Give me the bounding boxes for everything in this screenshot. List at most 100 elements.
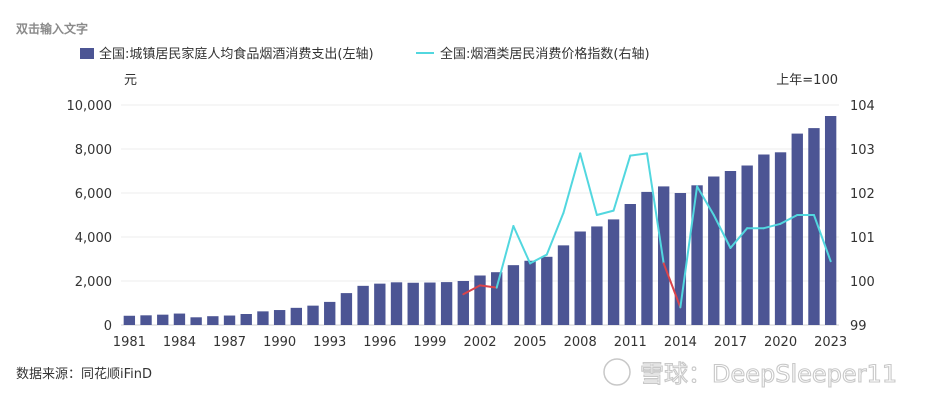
line-segment-2006 (545, 211, 565, 256)
header-text: 双击输入文字 (16, 21, 88, 36)
bar-2018 (741, 165, 753, 325)
bar-2014 (674, 193, 687, 325)
x-tick-label: 2020 (764, 335, 797, 350)
bar-1989 (257, 311, 269, 325)
bar-1982 (140, 315, 152, 325)
line-segment-2019 (762, 222, 782, 230)
bar-2021 (791, 133, 803, 325)
line-segment-2011 (629, 152, 648, 157)
bar-1981 (123, 315, 136, 325)
bar-2008 (574, 231, 586, 325)
bar-1990 (273, 310, 286, 325)
x-tick-label: 1984 (163, 335, 196, 350)
bar-2002 (474, 275, 486, 325)
right-tick-label: 100 (850, 275, 875, 290)
x-tick-label: 2014 (664, 335, 697, 350)
line-segment-2003 (495, 225, 515, 289)
watermark-logo-icon (603, 358, 631, 386)
line-segment-2007 (562, 152, 582, 214)
right-tick-label: 99 (850, 319, 867, 334)
bar-2022 (808, 128, 820, 325)
bar-1998 (407, 282, 419, 325)
bar-1984 (173, 313, 186, 325)
bar-2013 (657, 186, 670, 325)
left-tick-label: 4,000 (75, 231, 112, 246)
bar-series (123, 116, 837, 325)
line-segment-2009 (595, 209, 615, 216)
watermark-text: 雪球：DeepSleeper11 (640, 360, 897, 388)
bar-1999 (424, 282, 436, 325)
line-segment-2022 (812, 214, 832, 263)
left-tick-label: 8,000 (75, 143, 112, 158)
line-segment-2015 (696, 185, 715, 216)
bar-2011 (624, 204, 636, 325)
line-segment-2020 (779, 214, 799, 225)
x-tick-label: 2008 (564, 335, 597, 350)
left-tick-label: 6,000 (75, 187, 112, 202)
x-tick-label: 2011 (614, 335, 647, 350)
bar-1983 (157, 314, 169, 325)
bar-2019 (758, 154, 770, 325)
line-segment-2001 (462, 284, 481, 296)
bar-2006 (541, 256, 553, 325)
line-segment-2017 (729, 227, 749, 249)
line-segment-2013 (662, 262, 682, 309)
x-tick-label: 1981 (113, 335, 146, 350)
line-series (462, 152, 832, 309)
left-tick-label: 0 (104, 319, 112, 334)
bar-2009 (591, 226, 603, 325)
x-tick-label: 2002 (463, 335, 496, 350)
bar-2003 (491, 272, 503, 325)
bar-2010 (607, 219, 620, 325)
bar-2016 (708, 176, 720, 325)
bar-1992 (307, 305, 319, 325)
x-tick-label: 1990 (263, 335, 296, 350)
bar-2015 (691, 185, 703, 325)
bar-1987 (223, 315, 236, 325)
bar-1996 (374, 283, 386, 325)
left-axis-ticks: 0 2,000 4,000 6,000 8,000 10,000 (67, 99, 113, 334)
line-segment-2014 (679, 185, 699, 309)
bar-2000 (440, 282, 453, 325)
right-tick-label: 102 (850, 187, 875, 202)
line-segment-2002 (479, 284, 498, 289)
bar-1993 (324, 301, 336, 325)
bar-2007 (557, 245, 570, 325)
x-tick-label: 1993 (313, 335, 346, 350)
line-segment-2008 (579, 152, 598, 216)
bar-2001 (457, 281, 469, 325)
left-tick-label: 10,000 (67, 99, 113, 114)
bar-2004 (507, 265, 520, 325)
bar-2023 (824, 116, 837, 325)
right-tick-label: 101 (850, 231, 875, 246)
bar-1994 (340, 293, 353, 325)
source-text: 数据来源：同花顺iFinD (16, 366, 152, 382)
bar-1986 (207, 316, 219, 325)
bar-1991 (290, 307, 303, 325)
line-segment-2005 (529, 253, 548, 265)
bar-2005 (524, 260, 536, 325)
x-axis-ticks: 1981 1984 1987 1990 1993 1996 1999 2002 2005 2008… (113, 335, 847, 350)
legend-bar-label: 全国:城镇居民家庭人均食品烟酒消费支出(左轴) (99, 46, 374, 62)
x-tick-label: 1987 (213, 335, 246, 350)
left-tick-label: 2,000 (75, 275, 112, 290)
right-tick-label: 104 (850, 99, 875, 114)
bar-1995 (357, 285, 369, 325)
watermark: 雪球：DeepSleeper11 (603, 358, 898, 389)
legend-bar-swatch (80, 48, 94, 59)
bar-1988 (240, 314, 252, 325)
bar-2020 (774, 152, 787, 325)
x-tick-label: 1999 (413, 335, 446, 350)
line-segment-2016 (712, 214, 732, 249)
bar-1985 (190, 317, 202, 325)
line-segment-2012 (645, 152, 665, 265)
legend: 全国:城镇居民家庭人均食品烟酒消费支出(左轴) 全国:烟酒类居民消费价格指数(右… (80, 46, 650, 62)
right-tick-label: 103 (850, 143, 875, 158)
right-axis-unit: 上年=100 (776, 73, 838, 88)
line-segment-2004 (512, 225, 532, 265)
x-tick-label: 2023 (814, 335, 847, 350)
x-tick-label: 1996 (363, 335, 396, 350)
legend-line-label: 全国:烟酒类居民消费价格指数(右轴) (440, 46, 650, 62)
line-segment-2010 (612, 154, 632, 212)
